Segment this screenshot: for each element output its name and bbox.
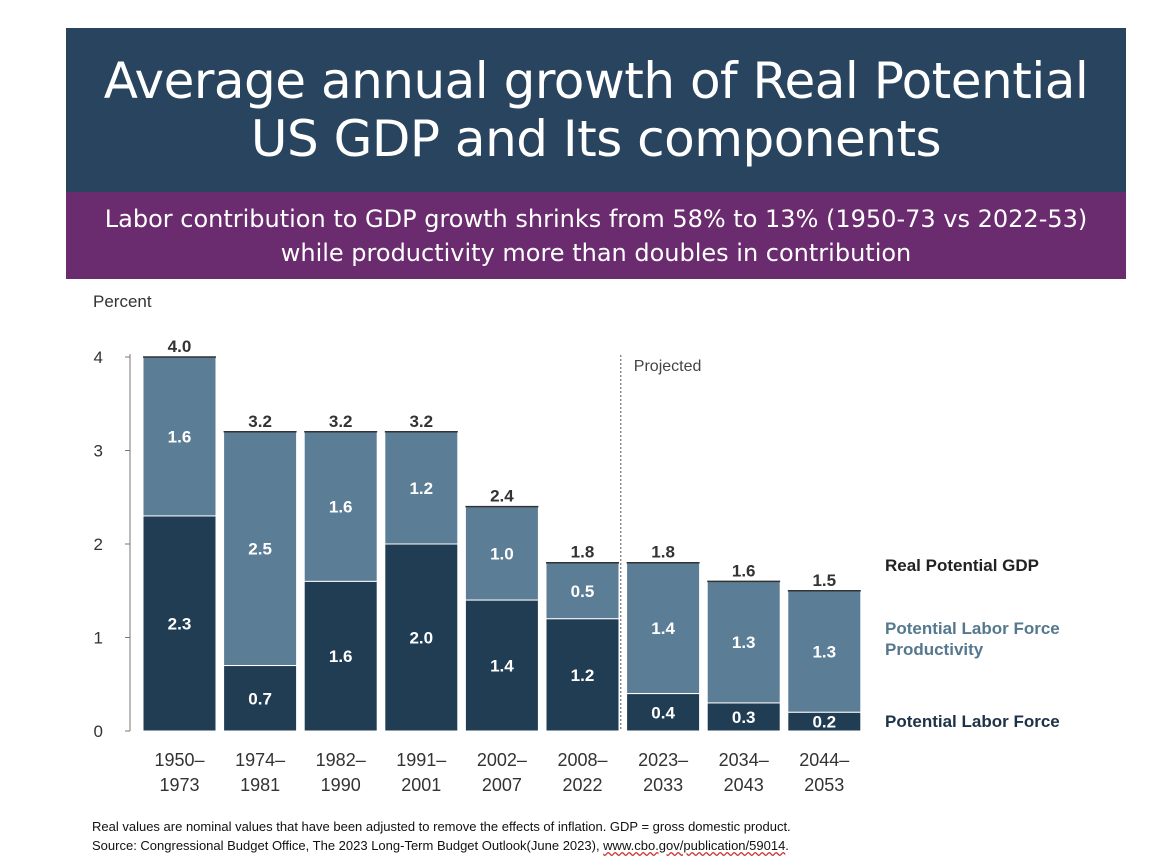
chart-subtitle: Labor contribution to GDP growth shrinks… — [104, 204, 1088, 267]
bar-productivity — [626, 562, 701, 695]
total-data-label: 1.8 — [571, 543, 595, 562]
labor-data-label: 0.3 — [732, 708, 756, 727]
x-tick-label: 2034– — [719, 750, 769, 770]
y-tick-label: 3 — [94, 442, 103, 461]
x-tick-label: 2022 — [562, 775, 602, 795]
source-text: Source: Congressional Budget Office, The… — [92, 838, 604, 853]
bar-labor-force — [384, 543, 459, 732]
total-data-label: 2.4 — [490, 487, 514, 506]
labor-data-label: 0.7 — [248, 689, 272, 708]
labor-data-label: 0.4 — [651, 703, 675, 722]
productivity-data-label: 1.0 — [490, 544, 514, 563]
legend-productivity: Potential Labor Force — [885, 619, 1060, 638]
bar-labor-force — [545, 618, 620, 732]
bar-productivity — [142, 356, 217, 517]
subtitle-banner: Labor contribution to GDP growth shrinks… — [66, 192, 1126, 279]
x-tick-label: 2053 — [804, 775, 844, 795]
bar-labor-force — [303, 580, 378, 732]
bar-labor-force — [142, 515, 217, 732]
legend-real-potential-gdp: Real Potential GDP — [885, 556, 1039, 575]
x-tick-label: 1950– — [154, 750, 204, 770]
bar-productivity — [223, 431, 298, 667]
footnote-source: Source: Congressional Budget Office, The… — [92, 836, 791, 855]
labor-data-label: 1.6 — [329, 647, 353, 666]
x-tick-label: 2043 — [724, 775, 764, 795]
y-tick-label: 1 — [94, 629, 103, 648]
productivity-data-label: 1.6 — [168, 427, 192, 446]
bar-productivity — [464, 506, 539, 601]
x-tick-label: 1973 — [159, 775, 199, 795]
bar-productivity — [384, 431, 459, 545]
bar-productivity — [787, 590, 862, 713]
y-tick-label: 0 — [94, 722, 103, 741]
source-period: . — [785, 838, 789, 853]
total-data-label: 3.2 — [248, 412, 272, 431]
total-data-label: 1.8 — [651, 543, 675, 562]
legend-labor-force: Potential Labor Force — [885, 712, 1060, 731]
total-data-label: 3.2 — [409, 412, 433, 431]
x-tick-label: 1990 — [321, 775, 361, 795]
x-tick-label: 2023– — [638, 750, 688, 770]
total-data-label: 3.2 — [329, 412, 353, 431]
x-tick-label: 1974– — [235, 750, 285, 770]
labor-data-label: 2.0 — [409, 629, 433, 648]
productivity-data-label: 2.5 — [248, 540, 272, 559]
total-data-label: 1.5 — [812, 571, 836, 590]
x-tick-label: 1991– — [396, 750, 446, 770]
labor-data-label: 0.2 — [812, 713, 836, 732]
labor-data-label: 1.4 — [490, 657, 514, 676]
bar-labor-force — [464, 599, 539, 732]
y-tick-label: 4 — [94, 348, 103, 367]
bar-productivity — [706, 580, 781, 704]
chart-title: Average annual growth of Real Potential … — [103, 52, 1089, 168]
labor-data-label: 1.2 — [571, 666, 595, 685]
bar-productivity — [545, 562, 620, 620]
productivity-data-label: 1.6 — [329, 498, 353, 517]
stacked-bar-chart: Percent 0 1 2 3 4 Projected 4.0 1.6 2.3 1950– 1973 3… — [93, 292, 1060, 795]
x-tick-label: 2044– — [799, 750, 849, 770]
source-link[interactable]: www.cbo.gov/publication/59014 — [603, 838, 786, 853]
x-tick-label: 2007 — [482, 775, 522, 795]
footnote-definition: Real values are nominal values that have… — [92, 819, 791, 834]
bar-labor-force — [706, 702, 781, 732]
x-tick-label: 2002– — [477, 750, 527, 770]
total-data-label: 4.0 — [168, 337, 192, 356]
productivity-data-label: 1.3 — [732, 633, 756, 652]
footnote: Real values are nominal values that have… — [92, 817, 791, 855]
x-tick-label: 2033 — [643, 775, 683, 795]
productivity-data-label: 1.2 — [409, 479, 433, 498]
x-tick-label: 1981 — [240, 775, 280, 795]
x-tick-label: 2008– — [557, 750, 607, 770]
x-tick-label: 1982– — [316, 750, 366, 770]
legend-productivity-line2: Productivity — [885, 640, 984, 659]
bar-labor-force — [626, 693, 701, 732]
projected-label: Projected — [634, 358, 702, 375]
labor-data-label: 2.3 — [168, 614, 192, 633]
bar-labor-force — [787, 711, 862, 732]
bar-labor-force — [223, 665, 298, 732]
productivity-data-label: 0.5 — [571, 582, 595, 601]
productivity-data-label: 1.4 — [651, 619, 675, 638]
title-banner: Average annual growth of Real Potential … — [66, 28, 1126, 192]
productivity-data-label: 1.3 — [812, 643, 836, 662]
y-axis-label: Percent — [93, 292, 152, 311]
y-tick-label: 2 — [94, 535, 103, 554]
x-tick-label: 2001 — [401, 775, 441, 795]
total-data-label: 1.6 — [732, 561, 756, 580]
